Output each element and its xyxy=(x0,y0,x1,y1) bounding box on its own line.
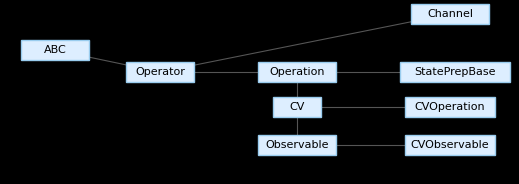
FancyBboxPatch shape xyxy=(126,62,194,82)
FancyBboxPatch shape xyxy=(21,40,89,60)
Text: CVOperation: CVOperation xyxy=(415,102,485,112)
Text: Operation: Operation xyxy=(269,67,325,77)
Text: StatePrepBase: StatePrepBase xyxy=(414,67,496,77)
FancyBboxPatch shape xyxy=(405,97,495,117)
FancyBboxPatch shape xyxy=(400,62,510,82)
Text: Operator: Operator xyxy=(135,67,185,77)
FancyBboxPatch shape xyxy=(405,135,495,155)
FancyBboxPatch shape xyxy=(258,62,336,82)
Text: Observable: Observable xyxy=(265,140,329,150)
FancyBboxPatch shape xyxy=(411,4,489,24)
FancyBboxPatch shape xyxy=(258,135,336,155)
Text: ABC: ABC xyxy=(44,45,66,55)
FancyBboxPatch shape xyxy=(273,97,321,117)
Text: CVObservable: CVObservable xyxy=(411,140,489,150)
Text: Channel: Channel xyxy=(427,9,473,19)
Text: CV: CV xyxy=(289,102,305,112)
